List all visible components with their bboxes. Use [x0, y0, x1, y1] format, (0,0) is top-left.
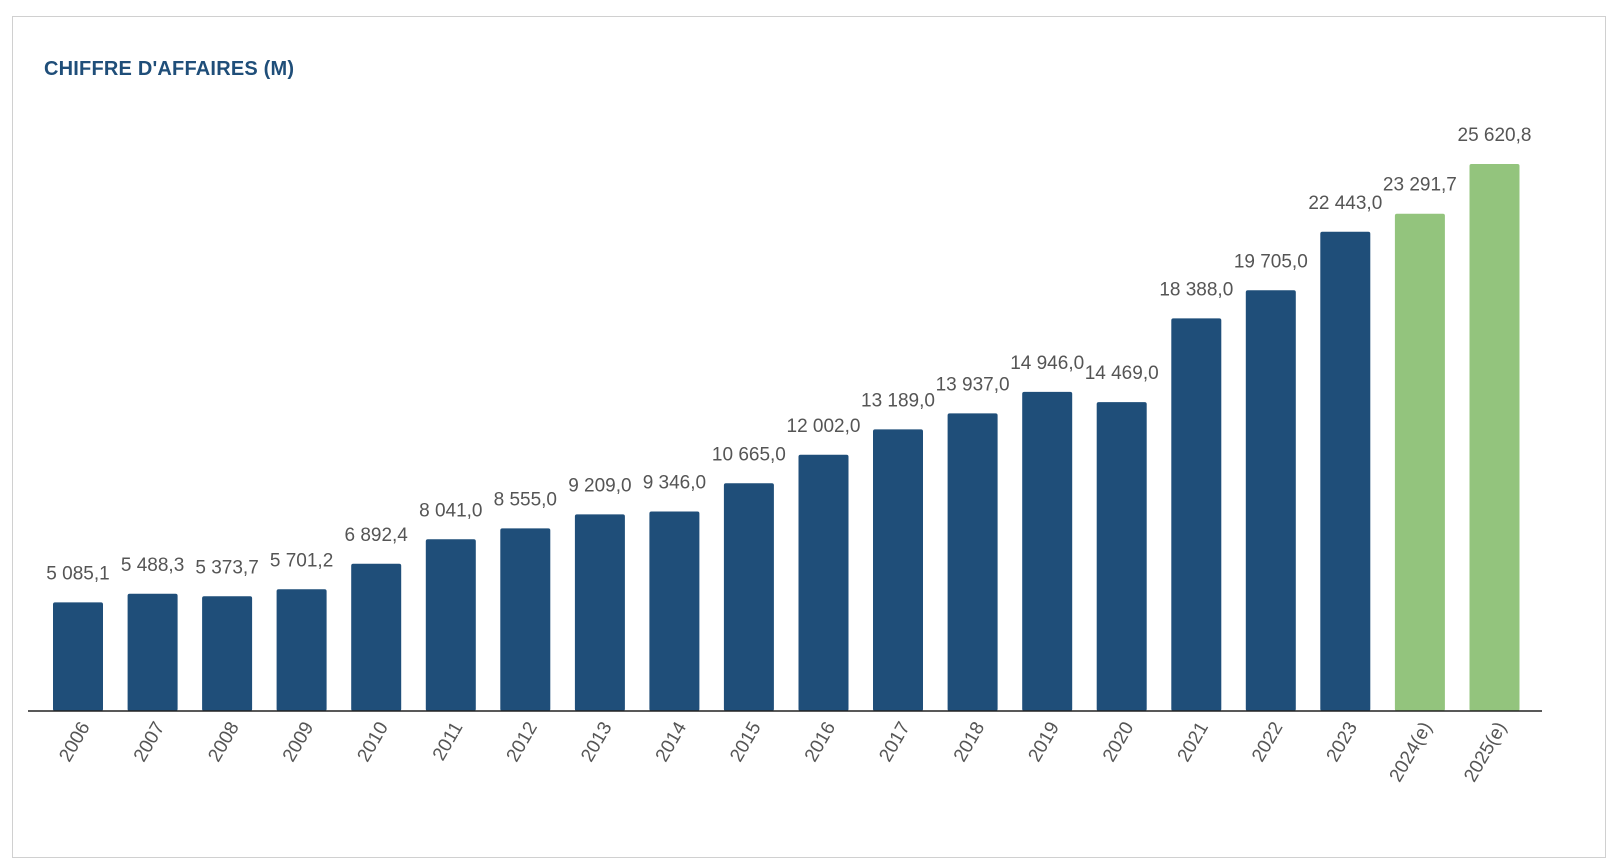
x-tick-label-2011: 2011	[429, 719, 468, 765]
bar-2008	[202, 596, 253, 711]
bar-2015	[723, 483, 774, 711]
value-label-2006: 5 085,1	[46, 563, 109, 584]
x-tick-label-2007: 2007	[130, 719, 169, 766]
x-tick-label-2012: 2012	[503, 719, 542, 766]
value-label-2011: 8 041,0	[419, 500, 482, 521]
bar-2014	[649, 511, 700, 711]
value-label-2014: 9 346,0	[643, 473, 706, 494]
x-tick-label-2023: 2023	[1323, 719, 1362, 766]
x-tick-label-2021: 2021	[1174, 719, 1213, 766]
value-label-2013: 9 209,0	[568, 475, 631, 496]
bar-2024(e)	[1394, 213, 1445, 711]
bar-2012	[500, 528, 551, 711]
value-label-2007: 5 488,3	[121, 555, 184, 576]
bar-2020	[1096, 402, 1147, 711]
x-tick-label-2014: 2014	[652, 718, 692, 765]
value-label-2022: 19 705,0	[1234, 251, 1308, 272]
bar-2018	[947, 413, 998, 711]
bar-2006	[53, 602, 103, 711]
bar-2011	[425, 539, 476, 711]
value-label-2015: 10 665,0	[712, 444, 786, 465]
x-tick-label-2025(e): 2025(e)	[1460, 719, 1511, 786]
value-label-2023: 22 443,0	[1308, 193, 1382, 214]
chart-title: CHIFFRE D'AFFAIRES (M)	[44, 58, 295, 80]
bar-2017	[873, 429, 923, 711]
bar-2016	[798, 454, 849, 711]
bar-2010	[351, 563, 402, 711]
x-tick-labels-group: 2006 2007 2008 2009 2010 2011 2012 2013 2014 2015…	[55, 718, 1511, 786]
x-tick-label-2006: 2006	[55, 719, 94, 766]
bar-2021	[1171, 318, 1222, 711]
value-label-2021: 18 388,0	[1159, 279, 1233, 300]
value-label-2009: 5 701,2	[270, 550, 333, 571]
x-tick-label-2019: 2019	[1025, 719, 1064, 766]
value-labels-group: 5 085,1 5 488,3 5 373,7 5 701,2 6 892,4 8 041…	[46, 125, 1531, 584]
x-tick-label-2008: 2008	[204, 719, 243, 766]
bar-2007	[127, 593, 178, 711]
x-tick-label-2009: 2009	[279, 719, 318, 766]
value-label-2019: 14 946,0	[1010, 353, 1084, 374]
x-tick-label-2018: 2018	[950, 719, 989, 766]
value-label-2016: 12 002,0	[787, 416, 861, 437]
x-tick-label-2017: 2017	[875, 719, 914, 766]
bar-2025(e)	[1469, 164, 1520, 711]
value-label-2020: 14 469,0	[1085, 363, 1159, 384]
x-tick-label-2015: 2015	[726, 719, 765, 766]
x-tick-label-2022: 2022	[1248, 719, 1287, 766]
bar-2019	[1022, 391, 1073, 711]
value-label-2018: 13 937,0	[936, 374, 1010, 395]
x-tick-label-2016: 2016	[801, 719, 840, 766]
value-label-2010: 6 892,4	[344, 525, 408, 546]
bars-group	[53, 164, 1520, 712]
value-label-2008: 5 373,7	[195, 557, 258, 578]
x-tick-label-2024(e): 2024(e)	[1386, 719, 1437, 786]
bar-2013	[574, 514, 625, 711]
bar-2023	[1320, 231, 1371, 712]
value-label-2012: 8 555,0	[494, 489, 557, 510]
value-label-2017: 13 189,0	[861, 390, 935, 411]
bar-2009	[276, 589, 327, 711]
x-tick-label-2013: 2013	[577, 719, 616, 766]
bar-2022	[1245, 290, 1296, 711]
value-label-2025(e): 25 620,8	[1458, 125, 1532, 146]
x-tick-label-2020: 2020	[1099, 719, 1138, 766]
x-tick-label-2010: 2010	[354, 719, 393, 766]
value-label-2024(e): 23 291,7	[1383, 175, 1457, 196]
